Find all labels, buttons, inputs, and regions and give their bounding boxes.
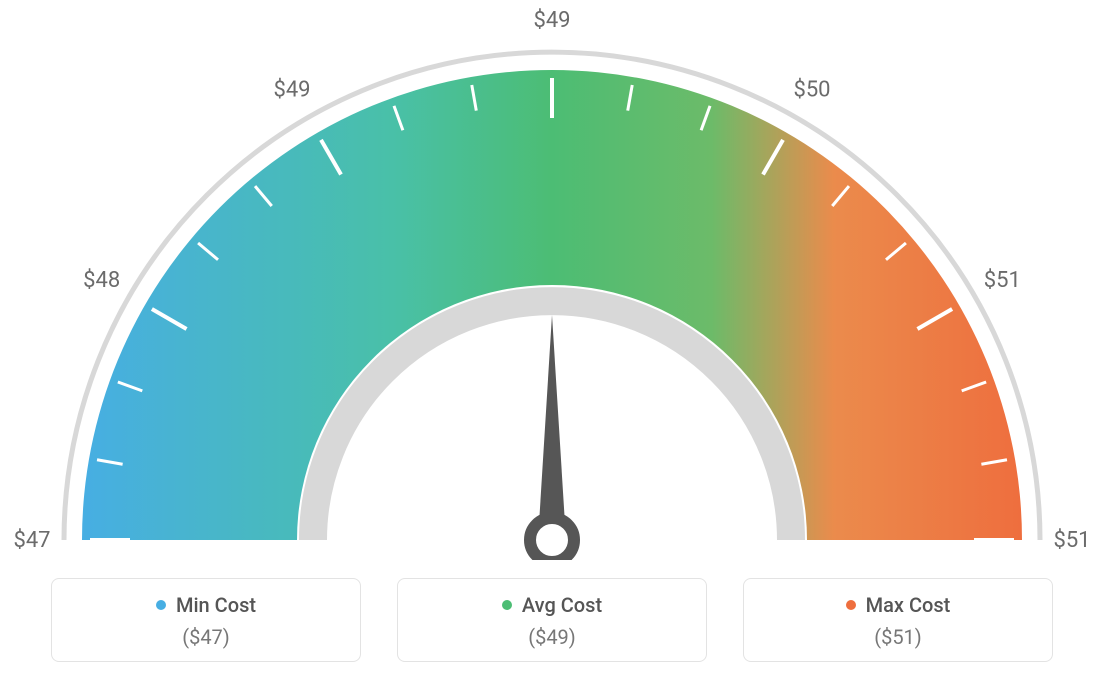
legend-row: Min Cost ($47) Avg Cost ($49) Max Cost (… <box>0 560 1104 662</box>
legend-dot-min <box>156 600 166 610</box>
svg-text:$48: $48 <box>83 268 120 293</box>
legend-label-avg: Avg Cost <box>522 593 602 617</box>
svg-text:$47: $47 <box>13 528 50 553</box>
legend-dot-max <box>846 600 856 610</box>
legend-card-avg: Avg Cost ($49) <box>397 578 707 662</box>
svg-text:$51: $51 <box>1053 528 1090 553</box>
legend-label-max: Max Cost <box>866 593 951 617</box>
legend-label-min: Min Cost <box>176 593 256 617</box>
svg-text:$49: $49 <box>273 78 310 103</box>
legend-dot-avg <box>502 600 512 610</box>
gauge-svg: $47 $48 $49 $49 $50 $51 $51 <box>0 0 1104 560</box>
legend-title-max: Max Cost <box>846 593 951 617</box>
legend-value-max: ($51) <box>754 625 1042 649</box>
svg-text:$50: $50 <box>793 78 830 103</box>
legend-value-avg: ($49) <box>408 625 696 649</box>
legend-card-min: Min Cost ($47) <box>51 578 361 662</box>
legend-title-min: Min Cost <box>156 593 256 617</box>
legend-title-avg: Avg Cost <box>502 593 602 617</box>
legend-value-min: ($47) <box>62 625 350 649</box>
svg-text:$51: $51 <box>984 268 1021 293</box>
svg-text:$49: $49 <box>533 8 570 33</box>
gauge-chart: $47 $48 $49 $49 $50 $51 $51 <box>0 0 1104 560</box>
legend-card-max: Max Cost ($51) <box>743 578 1053 662</box>
